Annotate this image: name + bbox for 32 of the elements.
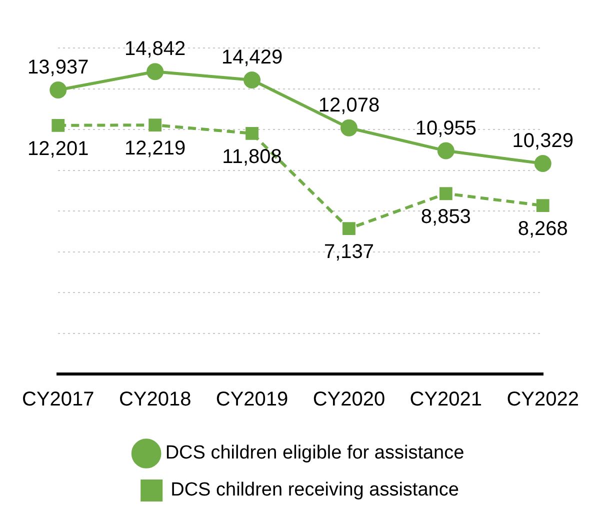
data-label: 12,201 [28,138,89,160]
point [246,126,258,140]
point [437,142,454,160]
data-label: 7,137 [324,241,374,264]
data-label: 10,955 [415,117,477,140]
x-tick-label: CY2020 [312,388,386,411]
data-label: 10,329 [512,130,574,152]
data-label: 14,842 [124,38,186,60]
point [340,119,358,136]
data-label: 13,937 [28,56,89,79]
point [342,222,356,236]
data-label: 8,853 [420,206,471,228]
point [534,155,552,172]
data-label: 12,219 [124,138,186,160]
x-tick-label: CY2017 [22,388,94,411]
data-label: 12,078 [318,94,380,116]
x-tick-label: CY2021 [410,388,482,411]
data-label: 14,429 [221,46,283,69]
point [244,72,261,89]
point [148,118,162,132]
point [146,63,164,80]
legend-label: DCS children receiving assistance [170,480,459,501]
point [52,118,65,132]
point [439,187,452,200]
x-tick-label: CY2022 [506,388,580,411]
data-label: 8,268 [518,218,568,240]
x-tick-label: CY2018 [118,388,192,411]
point [50,82,67,99]
x-tick-label: CY2019 [216,388,288,411]
legend-label: DCS children eligible for assistance [165,442,464,464]
data-label: 11,808 [222,146,282,168]
point [536,199,550,212]
